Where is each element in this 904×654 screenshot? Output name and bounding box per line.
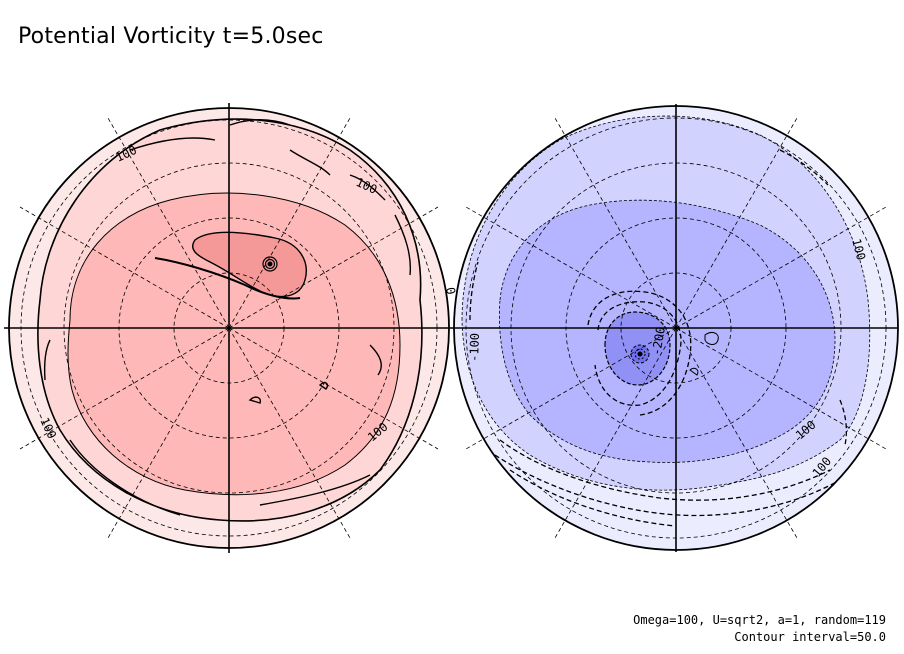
south-hemisphere-map: 100 -100 -200 100 100	[453, 104, 899, 552]
north-scattered-contours	[43, 119, 412, 516]
north-vortex-rings	[262, 256, 278, 272]
north-hemisphere-map: 100 100 100 100 0	[4, 103, 458, 553]
north-grid	[4, 103, 454, 553]
south-vortex-rings	[630, 344, 650, 364]
south-contour-label-2: -100	[467, 333, 482, 362]
run-parameters-line: Omega=100, U=sqrt2, a=1, random=119	[633, 613, 886, 627]
north-inner-fill	[67, 192, 401, 496]
south-contour-label-3: -200	[649, 326, 668, 357]
page-title: Potential Vorticity t=5.0sec	[18, 24, 324, 49]
run-parameters: Omega=100, U=sqrt2, a=1, random=119 Cont…	[633, 612, 886, 646]
north-core-fill	[192, 231, 307, 298]
north-contour-label-5: 0	[443, 286, 458, 296]
contour-interval-line: Contour interval=50.0	[734, 630, 886, 644]
south-contour-label-1: 100	[849, 237, 868, 262]
north-filament	[154, 257, 301, 300]
south-dashed-contours	[469, 149, 847, 527]
south-grid	[453, 104, 899, 552]
south-solid-contours	[689, 332, 719, 376]
